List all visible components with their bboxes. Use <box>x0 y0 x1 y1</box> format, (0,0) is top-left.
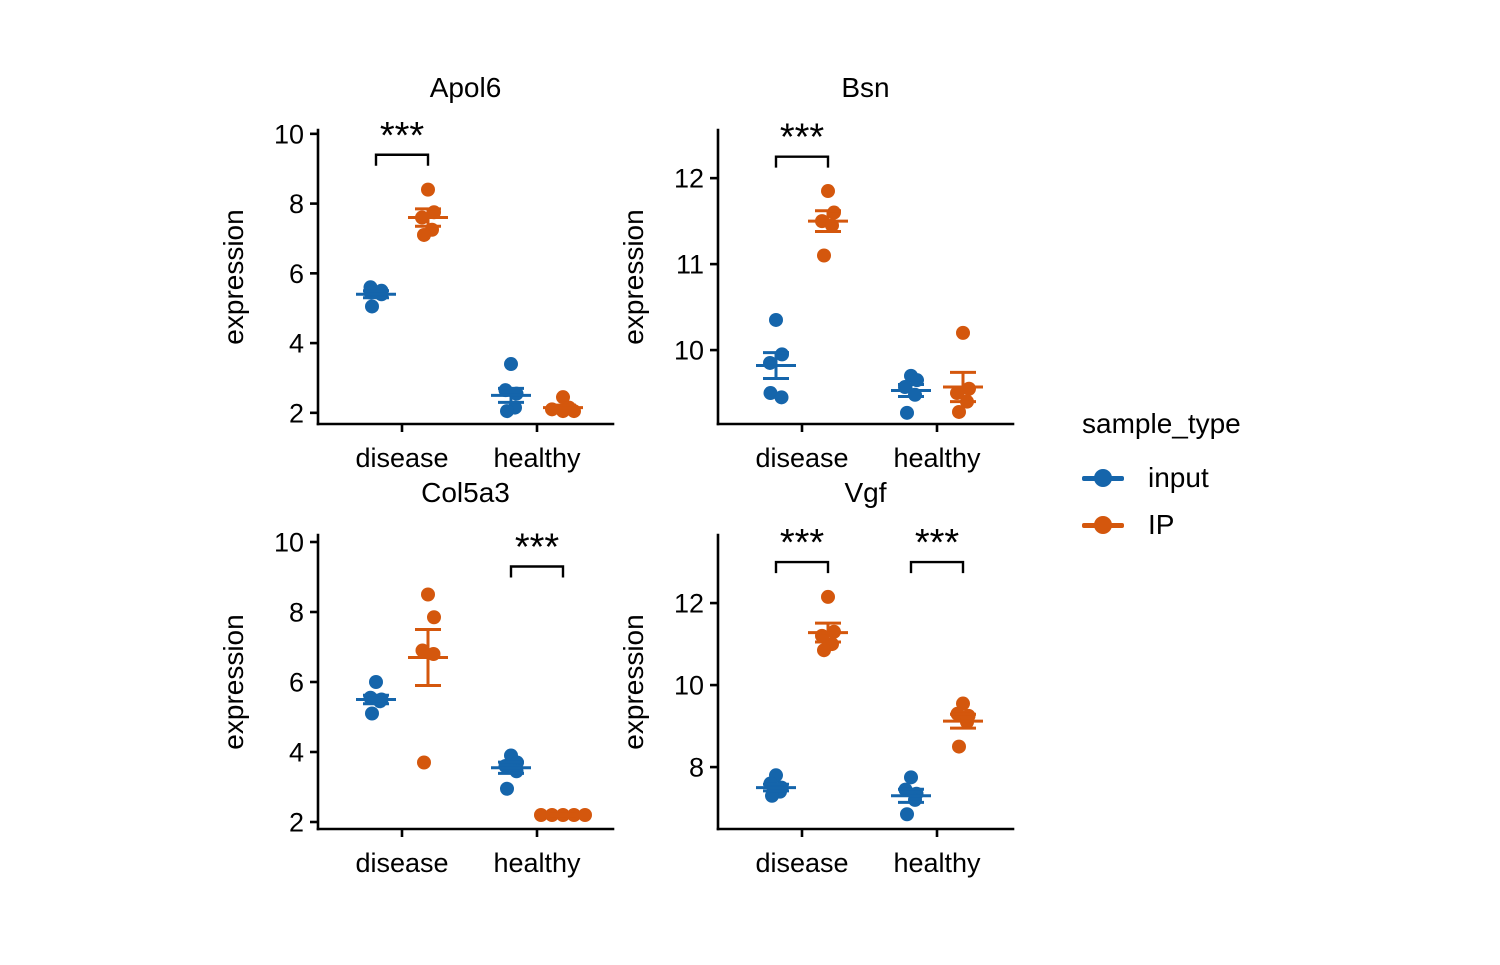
y-tick-label: 10 <box>274 527 304 557</box>
data-point-IP <box>956 696 970 711</box>
x-tick-label: healthy <box>893 443 981 473</box>
significance-bracket <box>509 565 565 578</box>
input-glyph-dot <box>1094 469 1112 487</box>
y-tick-label: 11 <box>676 250 704 280</box>
data-point-IP <box>556 390 570 405</box>
data-point-input <box>365 299 379 314</box>
data-point-input <box>500 781 514 796</box>
y-axis-label: expression <box>618 614 649 749</box>
legend-item-label-ip: IP <box>1148 509 1175 540</box>
data-point-input <box>498 383 513 398</box>
y-tick-label: 2 <box>289 398 304 428</box>
panel-bsn: Bsn expression 10 11 12 disease healthy *** <box>618 72 1015 473</box>
ip-glyph-dot <box>1094 516 1112 534</box>
legend-item-input: input <box>1082 464 1382 492</box>
data-point-IP <box>417 755 431 770</box>
y-tick-label: 4 <box>289 329 304 359</box>
data-point-IP <box>952 739 966 754</box>
data-point-IP <box>821 589 835 604</box>
data-point-input <box>365 706 379 721</box>
panel-title: Col5a3 <box>421 477 510 508</box>
panel-title: Apol6 <box>430 72 502 103</box>
data-point-IP <box>952 404 966 419</box>
data-point-input <box>369 675 383 689</box>
data-point-IP <box>427 610 441 625</box>
data-point-input <box>904 770 918 785</box>
data-point-IP <box>827 205 841 220</box>
data-point-IP <box>415 643 430 658</box>
significance-stars: *** <box>380 115 425 157</box>
y-tick-label: 8 <box>289 597 304 627</box>
y-tick-label: 10 <box>674 671 704 701</box>
legend-item-label-input: input <box>1148 462 1209 493</box>
significance-bracket <box>774 560 830 574</box>
x-tick-label: disease <box>355 848 448 878</box>
data-point-input <box>500 404 514 419</box>
y-tick-label: 12 <box>674 164 704 194</box>
data-point-input <box>769 312 783 327</box>
y-tick-label: 2 <box>289 807 304 837</box>
y-axis-label: expression <box>218 614 249 749</box>
data-point-input <box>504 357 518 372</box>
x-tick-label: healthy <box>893 848 981 878</box>
y-tick-label: 10 <box>274 119 304 149</box>
significance-stars: *** <box>780 522 825 564</box>
y-axis-label: expression <box>618 209 649 344</box>
significance-bracket <box>774 155 830 168</box>
data-point-input <box>763 386 778 401</box>
data-point-IP <box>962 381 976 396</box>
input-point-glyph <box>1082 469 1124 487</box>
significance-stars: *** <box>515 527 560 569</box>
x-tick-label: disease <box>755 848 848 878</box>
data-point-input <box>774 390 789 405</box>
data-point-IP <box>821 184 835 199</box>
data-point-IP <box>817 248 831 263</box>
panel-title: Vgf <box>844 477 886 508</box>
x-tick-label: disease <box>755 443 848 473</box>
data-point-IP <box>421 182 435 197</box>
data-point-IP <box>950 386 964 401</box>
significance-bracket <box>374 153 430 166</box>
y-tick-label: 8 <box>689 753 704 783</box>
data-point-input <box>900 807 914 822</box>
significance-stars: *** <box>915 522 960 564</box>
panel-title: Bsn <box>841 72 889 103</box>
y-tick-label: 6 <box>289 667 304 697</box>
y-tick-label: 12 <box>674 589 704 619</box>
legend-title: sample_type <box>1082 408 1241 439</box>
x-tick-label: healthy <box>493 443 581 473</box>
panel-col5a3: Col5a3 expression 2 4 6 8 10 disease healthy *** <box>218 477 615 878</box>
x-tick-label: healthy <box>493 848 581 878</box>
data-point-input <box>363 285 378 300</box>
y-tick-label: 4 <box>289 737 304 767</box>
x-tick-label: disease <box>355 443 448 473</box>
data-point-input <box>509 386 524 401</box>
legend: sample_type input IP <box>1082 410 1382 558</box>
significance-bracket <box>909 560 965 574</box>
y-axis-label: expression <box>218 209 249 344</box>
panel-apol6: Apol6 expression 2 4 6 8 10 disease healthy *** <box>218 72 615 473</box>
data-point-IP <box>956 325 970 340</box>
data-point-IP <box>534 808 548 822</box>
data-point-IP <box>417 227 431 242</box>
data-point-IP <box>421 587 435 602</box>
data-point-IP <box>578 808 592 822</box>
legend-item-ip: IP <box>1082 511 1382 539</box>
data-point-input <box>900 405 914 420</box>
ip-point-glyph <box>1082 516 1124 534</box>
data-point-input <box>775 347 789 362</box>
y-tick-label: 6 <box>289 259 304 289</box>
y-tick-label: 8 <box>289 189 304 219</box>
significance-stars: *** <box>780 117 825 159</box>
panel-vgf: Vgf expression 8 10 12 disease healthy *** *** <box>618 477 1015 878</box>
data-point-IP <box>817 643 831 658</box>
y-tick-label: 10 <box>674 336 704 366</box>
